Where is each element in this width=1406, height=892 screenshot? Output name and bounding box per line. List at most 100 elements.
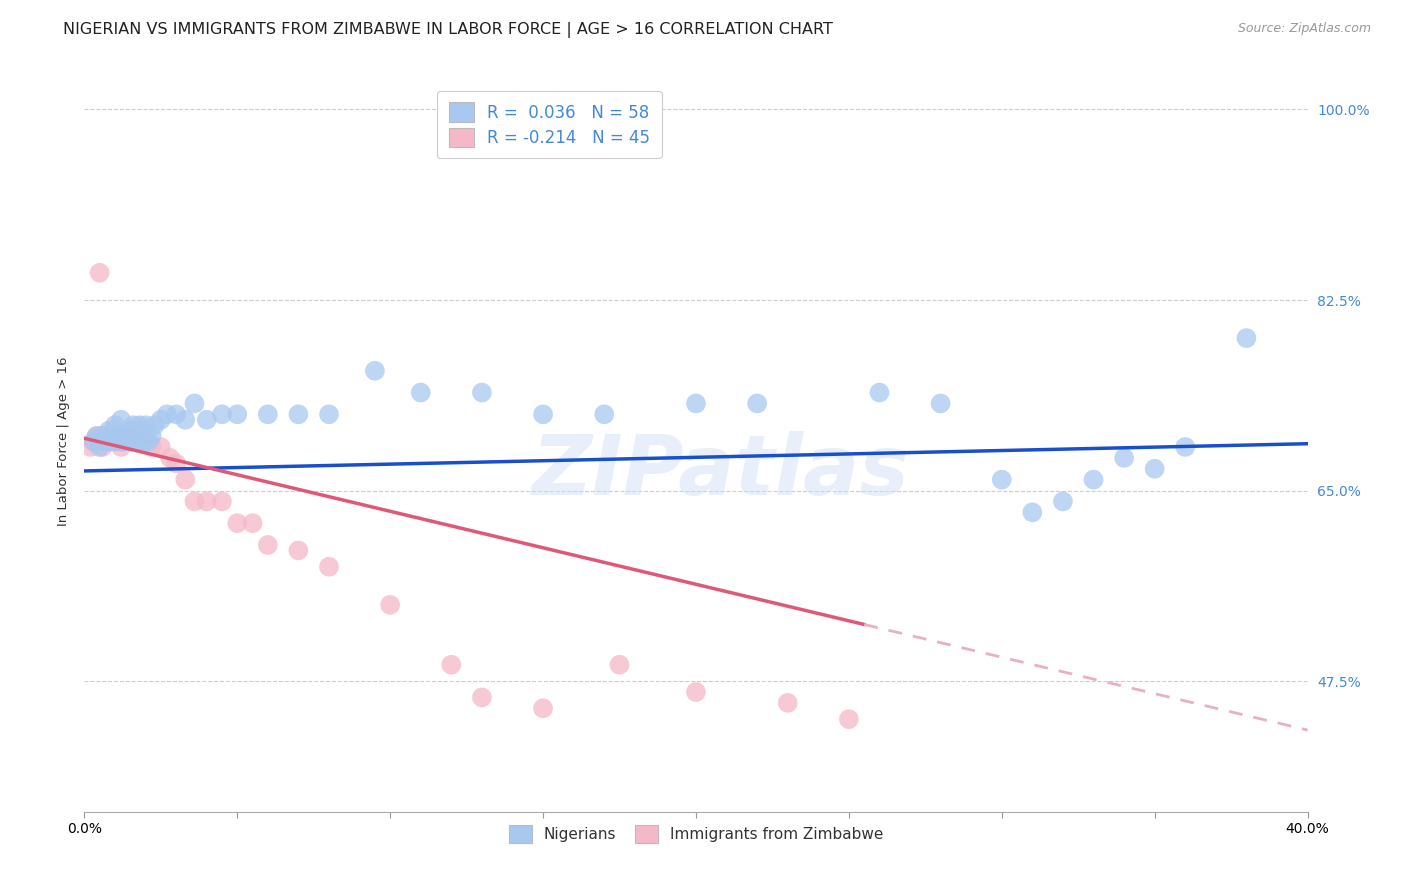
Point bbox=[86, 429, 108, 443]
Point bbox=[226, 407, 249, 421]
Point bbox=[838, 712, 860, 726]
Legend: Nigerians, Immigrants from Zimbabwe: Nigerians, Immigrants from Zimbabwe bbox=[499, 816, 893, 852]
Point bbox=[531, 701, 554, 715]
Point bbox=[125, 434, 148, 449]
Point bbox=[1174, 440, 1197, 454]
Point bbox=[531, 407, 554, 421]
Point bbox=[131, 434, 153, 449]
Point bbox=[242, 516, 264, 531]
Point bbox=[101, 429, 124, 443]
Y-axis label: In Labor Force | Age > 16: In Labor Force | Age > 16 bbox=[58, 357, 70, 526]
Point bbox=[122, 418, 145, 433]
Point bbox=[122, 429, 145, 443]
Point bbox=[440, 657, 463, 672]
Point bbox=[135, 418, 157, 433]
Point bbox=[91, 429, 114, 443]
Point bbox=[1052, 494, 1074, 508]
Point bbox=[94, 434, 117, 449]
Point bbox=[131, 424, 153, 438]
Point bbox=[685, 396, 707, 410]
Point bbox=[156, 407, 179, 421]
Point bbox=[86, 429, 108, 443]
Text: ZIPatlas: ZIPatlas bbox=[531, 431, 910, 512]
Point bbox=[1083, 473, 1105, 487]
Point bbox=[91, 429, 114, 443]
Point bbox=[685, 685, 707, 699]
Point bbox=[183, 396, 205, 410]
Point bbox=[120, 434, 142, 449]
Point bbox=[257, 407, 280, 421]
Point bbox=[104, 418, 127, 433]
Point bbox=[869, 385, 891, 400]
Point bbox=[94, 429, 117, 443]
Point bbox=[135, 434, 157, 449]
Point bbox=[107, 429, 129, 443]
Point bbox=[1021, 505, 1043, 519]
Text: NIGERIAN VS IMMIGRANTS FROM ZIMBABWE IN LABOR FORCE | AGE > 16 CORRELATION CHART: NIGERIAN VS IMMIGRANTS FROM ZIMBABWE IN … bbox=[63, 22, 834, 38]
Point bbox=[122, 429, 145, 443]
Point bbox=[287, 407, 309, 421]
Point bbox=[318, 559, 340, 574]
Point bbox=[380, 598, 402, 612]
Point bbox=[159, 450, 181, 465]
Point bbox=[89, 266, 111, 280]
Point bbox=[471, 690, 494, 705]
Point bbox=[593, 407, 616, 421]
Point bbox=[135, 429, 157, 443]
Point bbox=[110, 413, 132, 427]
Point bbox=[101, 429, 124, 443]
Point bbox=[104, 434, 127, 449]
Point bbox=[409, 385, 432, 400]
Point bbox=[110, 434, 132, 449]
Point bbox=[112, 429, 135, 443]
Point bbox=[1143, 462, 1166, 476]
Point bbox=[195, 494, 218, 508]
Point bbox=[287, 543, 309, 558]
Point bbox=[195, 413, 218, 427]
Point bbox=[131, 434, 153, 449]
Point bbox=[83, 434, 105, 449]
Point bbox=[141, 429, 163, 443]
Point bbox=[471, 385, 494, 400]
Point bbox=[174, 413, 197, 427]
Point bbox=[83, 434, 105, 449]
Point bbox=[112, 434, 135, 449]
Point bbox=[609, 657, 631, 672]
Point bbox=[747, 396, 769, 410]
Point bbox=[141, 440, 163, 454]
Point bbox=[115, 429, 138, 443]
Point bbox=[97, 434, 120, 449]
Point bbox=[112, 434, 135, 449]
Point bbox=[776, 696, 799, 710]
Point bbox=[104, 424, 127, 438]
Point bbox=[91, 440, 114, 454]
Point bbox=[211, 494, 233, 508]
Point bbox=[165, 407, 187, 421]
Point bbox=[165, 456, 187, 470]
Point bbox=[149, 440, 172, 454]
Point bbox=[128, 418, 150, 433]
Point bbox=[211, 407, 233, 421]
Point bbox=[138, 434, 160, 449]
Point bbox=[991, 473, 1014, 487]
Point bbox=[128, 429, 150, 443]
Point bbox=[174, 473, 197, 487]
Point bbox=[143, 418, 166, 433]
Point bbox=[128, 429, 150, 443]
Point bbox=[110, 440, 132, 454]
Point bbox=[107, 429, 129, 443]
Point bbox=[97, 429, 120, 443]
Point bbox=[149, 413, 172, 427]
Point bbox=[318, 407, 340, 421]
Point bbox=[89, 429, 111, 443]
Text: Source: ZipAtlas.com: Source: ZipAtlas.com bbox=[1237, 22, 1371, 36]
Point bbox=[120, 424, 142, 438]
Point bbox=[104, 434, 127, 449]
Point bbox=[97, 424, 120, 438]
Point bbox=[1236, 331, 1258, 345]
Point bbox=[120, 434, 142, 449]
Point bbox=[94, 434, 117, 449]
Point bbox=[125, 434, 148, 449]
Point bbox=[257, 538, 280, 552]
Point bbox=[183, 494, 205, 508]
